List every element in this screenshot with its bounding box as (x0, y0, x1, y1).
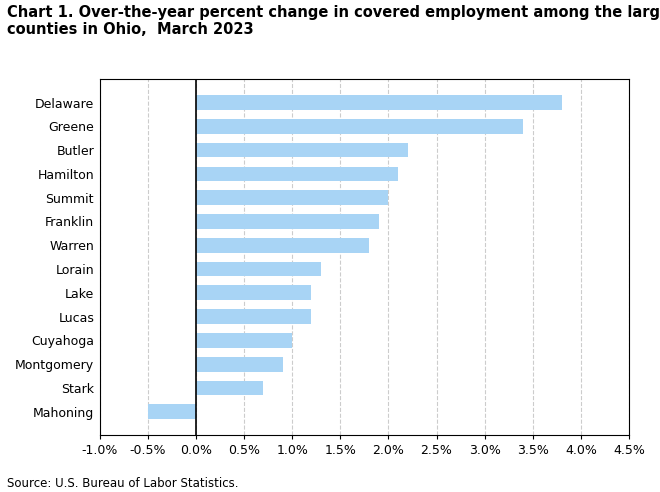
Bar (196, 95, 562, 110)
Bar (196, 262, 321, 277)
Bar (196, 381, 263, 395)
Bar (196, 309, 312, 324)
Bar (148, 404, 196, 419)
Bar (196, 143, 408, 157)
Bar (196, 238, 369, 252)
Bar (196, 285, 312, 300)
Bar (196, 214, 379, 229)
Bar (196, 357, 282, 371)
Bar (196, 166, 398, 181)
Text: Source: U.S. Bureau of Labor Statistics.: Source: U.S. Bureau of Labor Statistics. (7, 477, 238, 490)
Bar (196, 190, 389, 205)
Bar (196, 119, 523, 134)
Text: Chart 1. Over-the-year percent change in covered employment among the largest
co: Chart 1. Over-the-year percent change in… (7, 5, 660, 37)
Bar (196, 333, 292, 348)
